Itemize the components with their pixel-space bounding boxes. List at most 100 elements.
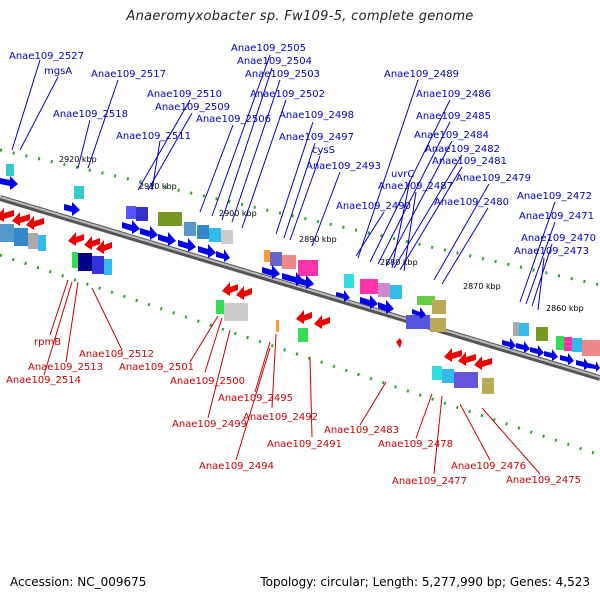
gene-label[interactable]: mgsA (44, 66, 72, 77)
kbp-tick-label: 2880 kbp (380, 258, 418, 267)
gene-label[interactable]: Anae109_2510 (147, 89, 222, 100)
gene-label[interactable]: Anae109_2491 (267, 439, 342, 450)
gene-label[interactable]: Anae109_2484 (414, 130, 489, 141)
gene-box (126, 206, 136, 219)
gene-label[interactable]: Anae109_2500 (170, 376, 245, 387)
gene-label[interactable]: Anae109_2511 (116, 131, 191, 142)
gene-label[interactable]: Anae109_2512 (79, 349, 154, 360)
gene-box (92, 256, 104, 274)
gene-label[interactable]: Anae109_2517 (91, 69, 166, 80)
gene-label[interactable]: Anae109_2481 (432, 156, 507, 167)
kbp-tick-label: 2910 kbp (139, 182, 177, 191)
gene-box (432, 366, 442, 380)
gene-label[interactable]: Anae109_2502 (250, 89, 325, 100)
gene-label[interactable]: Anae109_2498 (279, 110, 354, 121)
kbp-tick-label: 2920 kbp (59, 155, 97, 164)
gene-label[interactable]: Anae109_2506 (196, 114, 271, 125)
gene-box (136, 207, 148, 221)
gene-box (298, 328, 308, 342)
gene-box (78, 253, 92, 271)
gene-box (0, 224, 14, 242)
gene-label[interactable]: Anae109_2495 (218, 393, 293, 404)
gene-box (270, 252, 282, 266)
gene-box (38, 235, 46, 251)
gene-label[interactable]: Anae109_2479 (456, 173, 531, 184)
gene-box (432, 300, 446, 314)
reverse-ruler-track (0, 253, 600, 457)
gene-box (417, 296, 435, 305)
gene-box (209, 228, 221, 242)
reverse-leader-lines (43, 279, 541, 475)
gene-label[interactable]: Anae109_2497 (279, 132, 354, 143)
gene-box (276, 320, 279, 332)
gene-label[interactable]: Anae109_2470 (521, 233, 596, 244)
gene-label[interactable]: Anae109_2490 (336, 201, 411, 212)
gene-label[interactable]: Anae109_2485 (416, 111, 491, 122)
gene-label[interactable]: Anae109_2494 (199, 461, 274, 472)
gene-box (536, 327, 548, 341)
gene-box (519, 323, 529, 336)
gene-box (572, 338, 582, 352)
gene-box (556, 336, 564, 350)
gene-box (513, 322, 519, 336)
gene-label[interactable]: Anae109_2518 (53, 109, 128, 120)
gene-label[interactable]: Anae109_2476 (451, 461, 526, 472)
gene-box (482, 378, 494, 394)
gene-box (72, 252, 78, 268)
gene-label[interactable]: Anae109_2505 (231, 43, 306, 54)
gene-box (406, 315, 430, 329)
genome-backbone-highlight (0, 196, 600, 378)
gene-label[interactable]: Anae109_2527 (9, 51, 84, 62)
gene-box (14, 228, 28, 246)
gene-box (430, 318, 446, 332)
gene-label[interactable]: Anae109_2492 (243, 412, 318, 423)
gene-label[interactable]: Anae109_2493 (306, 161, 381, 172)
gene-box (264, 250, 270, 262)
gene-label[interactable]: Anae109_2509 (155, 102, 230, 113)
reverse-arrow-group (0, 208, 492, 370)
gene-label[interactable]: Anae109_2472 (517, 191, 592, 202)
gene-box (104, 259, 112, 275)
gene-label[interactable]: Anae109_2486 (416, 89, 491, 100)
gene-label[interactable]: Anae109_2501 (119, 362, 194, 373)
gene-box (298, 260, 318, 276)
gene-label[interactable]: Anae109_2487 (378, 181, 453, 192)
gene-label[interactable]: Anae109_2473 (514, 246, 589, 257)
gene-label[interactable]: Anae109_2475 (506, 475, 581, 486)
gene-label[interactable]: Anae109_2513 (28, 362, 103, 373)
gene-box (582, 340, 600, 356)
gene-label[interactable]: Anae109_2499 (172, 419, 247, 430)
kbp-tick-label: 2900 kbp (219, 209, 257, 218)
gene-box (158, 212, 182, 226)
gene-box (454, 372, 478, 388)
accession-text: Accession: NC_009675 (10, 575, 147, 589)
gene-label[interactable]: Anae109_2503 (245, 69, 320, 80)
gene-label[interactable]: Anae109_2477 (392, 476, 467, 487)
forward-arrow-group (0, 176, 600, 372)
gene-box (360, 279, 378, 294)
gene-box (184, 222, 196, 236)
gene-box (216, 300, 224, 314)
kbp-tick-label: 2860 kbp (546, 304, 584, 313)
gene-label[interactable]: Anae109_2482 (425, 144, 500, 155)
gene-label[interactable]: Anae109_2471 (519, 211, 594, 222)
reverse-gene-labels: rpmB Anae109_2512 Anae109_2513 Anae109_2… (6, 337, 581, 487)
gene-label[interactable]: cysS (312, 145, 335, 156)
gene-box (197, 225, 209, 239)
gene-label[interactable]: Anae109_2480 (434, 197, 509, 208)
gene-label[interactable]: Anae109_2489 (384, 69, 459, 80)
genome-summary-text: Topology: circular; Length: 5,277,990 bp… (260, 575, 590, 589)
forward-leader-lines (11, 54, 556, 311)
gene-box (564, 337, 572, 351)
gene-box (6, 164, 14, 176)
gene-label[interactable]: Anae109_2483 (324, 425, 399, 436)
gene-label[interactable]: Anae109_2514 (6, 375, 81, 386)
gene-box (221, 230, 233, 244)
gene-box (378, 283, 390, 297)
gene-box (390, 285, 402, 299)
gene-label[interactable]: Anae109_2504 (237, 56, 312, 67)
gene-label[interactable]: uvrC (391, 169, 414, 180)
gene-label[interactable]: rpmB (34, 337, 61, 348)
forward-gene-labels: Anae109_2527 mgsA Anae109_2517 Anae109_2… (9, 43, 596, 257)
gene-label[interactable]: Anae109_2478 (378, 439, 453, 450)
